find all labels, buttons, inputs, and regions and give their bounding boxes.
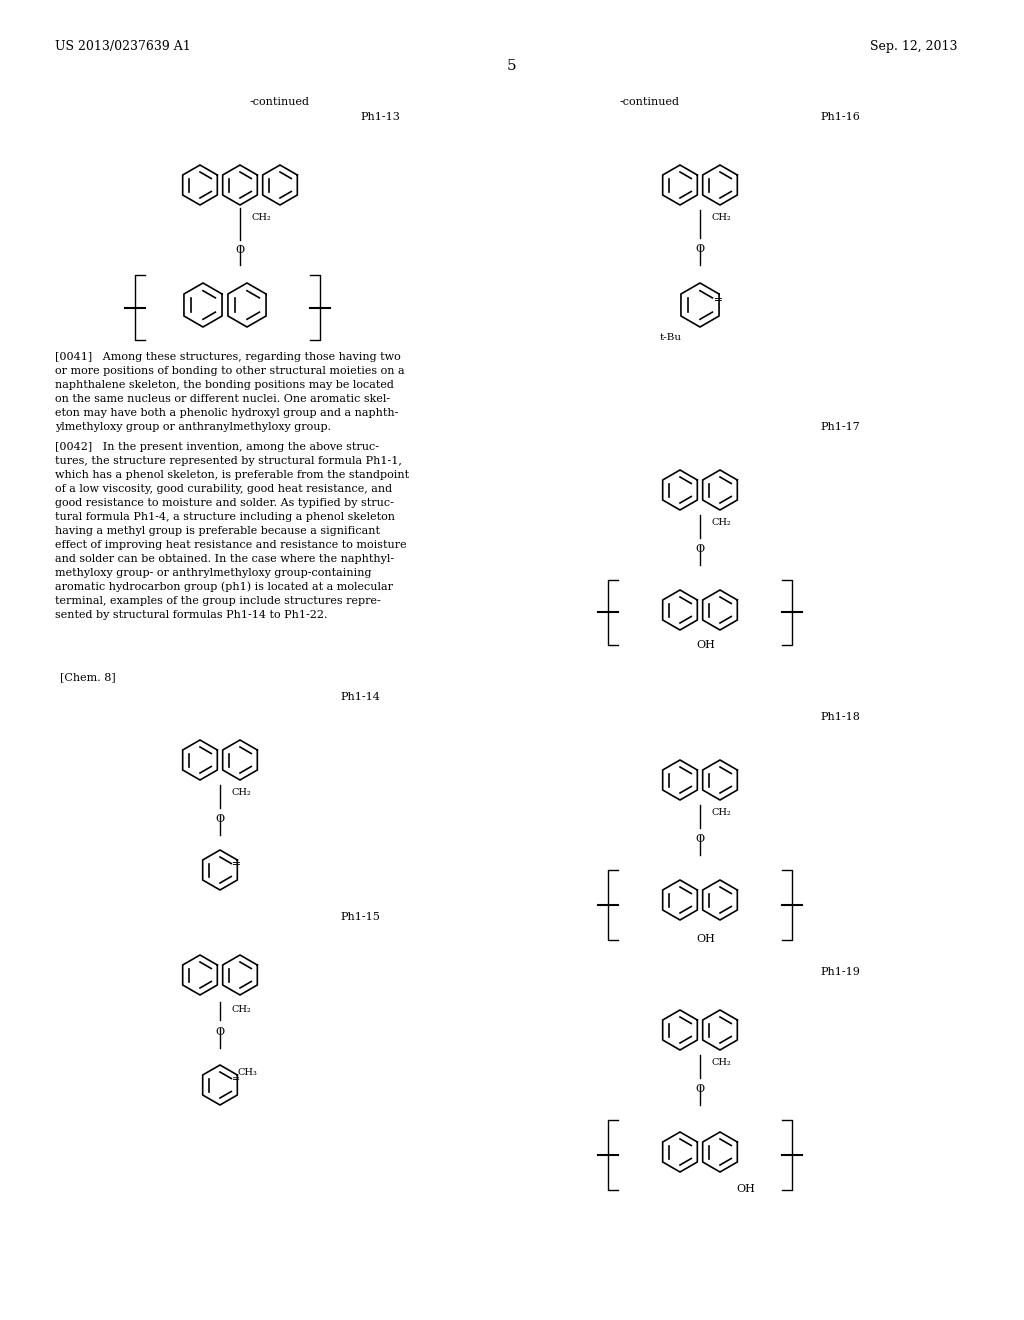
Text: O: O (695, 544, 705, 554)
Text: Ph1-15: Ph1-15 (340, 912, 380, 921)
Text: methyloxy group- or anthrylmethyloxy group-containing: methyloxy group- or anthrylmethyloxy gro… (55, 568, 372, 578)
Text: O: O (695, 244, 705, 253)
Text: US 2013/0237639 A1: US 2013/0237639 A1 (55, 40, 190, 53)
Text: Ph1-13: Ph1-13 (360, 112, 400, 121)
Text: CH₂: CH₂ (712, 1059, 732, 1067)
Text: -continued: -continued (620, 96, 680, 107)
Text: t-Bu: t-Bu (660, 333, 682, 342)
Text: ylmethyloxy group or anthranylmethyloxy group.: ylmethyloxy group or anthranylmethyloxy … (55, 422, 331, 432)
Text: CH₂: CH₂ (252, 213, 271, 222)
Text: CH₃: CH₃ (238, 1068, 258, 1077)
Text: ═: ═ (232, 858, 239, 869)
Text: effect of improving heat resistance and resistance to moisture: effect of improving heat resistance and … (55, 540, 407, 550)
Text: eton may have both a phenolic hydroxyl group and a naphth-: eton may have both a phenolic hydroxyl g… (55, 408, 398, 418)
Text: O: O (695, 834, 705, 843)
Text: CH₂: CH₂ (232, 788, 252, 797)
Text: -continued: -continued (250, 96, 310, 107)
Text: and solder can be obtained. In the case where the naphthyl-: and solder can be obtained. In the case … (55, 554, 394, 564)
Text: terminal, examples of the group include structures repre-: terminal, examples of the group include … (55, 597, 381, 606)
Text: CH₂: CH₂ (232, 1005, 252, 1014)
Text: [0041]   Among these structures, regarding those having two: [0041] Among these structures, regarding… (55, 352, 400, 362)
Text: CH₂: CH₂ (712, 517, 732, 527)
Text: Ph1-17: Ph1-17 (820, 422, 860, 432)
Text: sented by structural formulas Ph1-14 to Ph1-22.: sented by structural formulas Ph1-14 to … (55, 610, 328, 620)
Text: OH: OH (736, 1184, 755, 1195)
Text: OH: OH (696, 640, 715, 649)
Text: tural formula Ph1-4, a structure including a phenol skeleton: tural formula Ph1-4, a structure includi… (55, 512, 395, 521)
Text: tures, the structure represented by structural formula Ph1-1,: tures, the structure represented by stru… (55, 455, 401, 466)
Text: O: O (695, 1084, 705, 1094)
Text: CH₂: CH₂ (712, 808, 732, 817)
Text: O: O (215, 814, 224, 824)
Text: CH₂: CH₂ (712, 213, 732, 222)
Text: O: O (215, 1027, 224, 1038)
Text: Ph1-14: Ph1-14 (340, 692, 380, 702)
Text: good resistance to moisture and solder. As typified by struc-: good resistance to moisture and solder. … (55, 498, 394, 508)
Text: of a low viscosity, good curability, good heat resistance, and: of a low viscosity, good curability, goo… (55, 484, 392, 494)
Text: [0042]   In the present invention, among the above struc-: [0042] In the present invention, among t… (55, 442, 379, 451)
Text: OH: OH (696, 935, 715, 944)
Text: 5: 5 (507, 59, 517, 73)
Text: Ph1-19: Ph1-19 (820, 968, 860, 977)
Text: naphthalene skeleton, the bonding positions may be located: naphthalene skeleton, the bonding positi… (55, 380, 394, 389)
Text: on the same nucleus or different nuclei. One aromatic skel-: on the same nucleus or different nuclei.… (55, 393, 390, 404)
Text: Sep. 12, 2013: Sep. 12, 2013 (870, 40, 957, 53)
Text: or more positions of bonding to other structural moieties on a: or more positions of bonding to other st… (55, 366, 404, 376)
Text: aromatic hydrocarbon group (ph1) is located at a molecular: aromatic hydrocarbon group (ph1) is loca… (55, 581, 393, 591)
Text: having a methyl group is preferable because a significant: having a methyl group is preferable beca… (55, 525, 380, 536)
Text: Ph1-16: Ph1-16 (820, 112, 860, 121)
Text: which has a phenol skeleton, is preferable from the standpoint: which has a phenol skeleton, is preferab… (55, 470, 410, 480)
Text: ═: ═ (232, 1074, 238, 1084)
Text: O: O (234, 246, 244, 255)
Text: [Chem. 8]: [Chem. 8] (60, 672, 116, 682)
Text: ═: ═ (714, 294, 721, 304)
Text: Ph1-18: Ph1-18 (820, 711, 860, 722)
